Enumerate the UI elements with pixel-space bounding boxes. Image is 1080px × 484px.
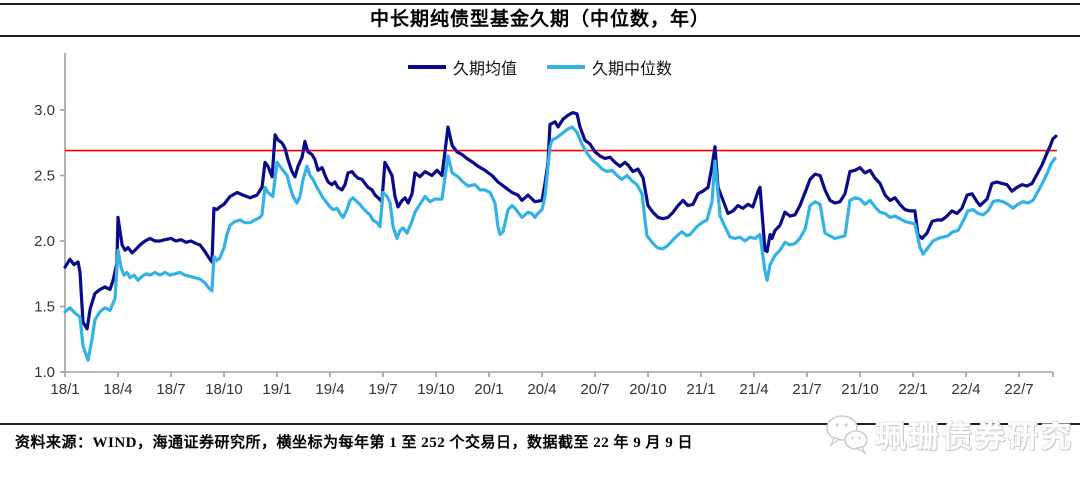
x-tick-label: 19/7 — [368, 381, 397, 398]
x-tick-label: 18/1 — [50, 381, 79, 398]
x-tick-label: 20/7 — [580, 381, 609, 398]
x-tick-label: 18/7 — [156, 381, 185, 398]
x-tick-label: 22/1 — [898, 381, 927, 398]
x-tick-label: 20/10 — [629, 381, 667, 398]
y-tick-label: 2.5 — [34, 168, 55, 185]
x-tick-label: 22/7 — [1004, 381, 1033, 398]
x-tick-label: 19/10 — [417, 381, 455, 398]
mean-line-swatch — [407, 65, 446, 69]
legend-item-median: 久期中位数 — [547, 55, 672, 79]
source-note: 资料来源：WIND，海通证券研究所，横坐标为每年第 1 至 252 个交易日，数… — [15, 435, 694, 451]
chart-legend: 久期均值 久期中位数 — [0, 55, 1080, 79]
x-tick-label: 21/4 — [739, 381, 768, 398]
top-rule — [0, 3, 1080, 5]
watermark: 珮珊债券研究 — [824, 412, 1074, 456]
y-tick-label: 1.0 — [34, 364, 55, 381]
y-tick-label: 1.5 — [34, 299, 55, 316]
legend-label-median: 久期中位数 — [592, 61, 673, 78]
y-tick-label: 3.0 — [34, 102, 55, 119]
x-tick-label: 21/10 — [841, 381, 879, 398]
x-tick-label: 19/1 — [262, 381, 291, 398]
median-line-swatch — [547, 65, 585, 69]
wechat-icon — [826, 415, 868, 455]
y-tick-label: 2.0 — [34, 233, 55, 250]
x-tick-label: 18/10 — [205, 381, 243, 398]
series-line-0 — [63, 110, 1058, 331]
x-tick-label: 18/4 — [103, 381, 132, 398]
x-tick-label: 20/4 — [527, 381, 556, 398]
footer-rule — [0, 423, 1080, 425]
series-line-1 — [63, 125, 1057, 362]
x-tick-label: 21/7 — [792, 381, 821, 398]
x-tick-label: 21/1 — [686, 381, 715, 398]
x-tick-label: 20/1 — [474, 381, 503, 398]
title-bottom-rule — [0, 35, 1080, 37]
chart-title: 中长期纯债型基金久期（中位数，年） — [369, 9, 710, 30]
watermark-text: 珮珊债券研究 — [876, 421, 1074, 454]
x-tick-label: 22/4 — [951, 381, 980, 398]
x-tick-label: 19/4 — [315, 381, 344, 398]
legend-label-mean: 久期均值 — [452, 61, 517, 78]
legend-item-mean: 久期均值 — [407, 55, 517, 79]
